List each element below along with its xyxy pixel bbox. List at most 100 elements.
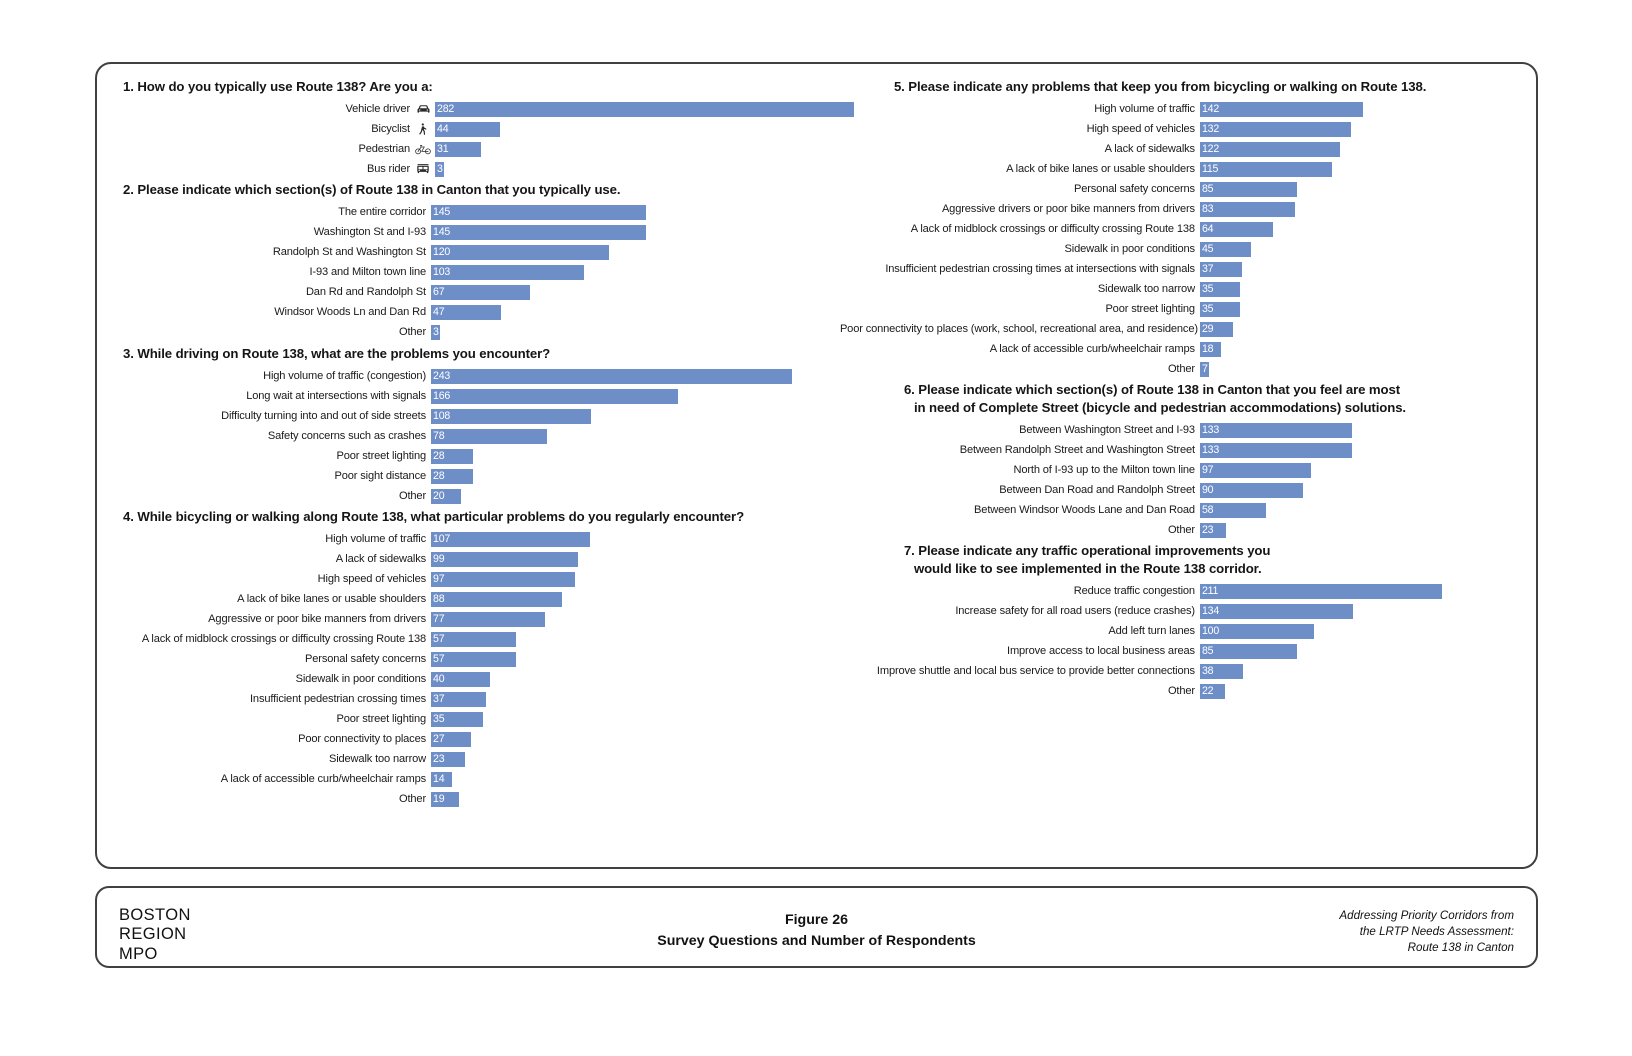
chart-bar: 7 bbox=[1199, 361, 1209, 377]
chart-row-label: Sidewalk in poor conditions bbox=[295, 673, 427, 686]
chart-row-label: Between Randolph Street and Washington S… bbox=[959, 443, 1195, 456]
chart-bar-value: 88 bbox=[433, 593, 445, 606]
chart-row-label: Difficulty turning into and out of side … bbox=[221, 409, 426, 422]
chart-bar-track: 27 bbox=[431, 732, 840, 748]
chart-bar-value: 132 bbox=[1201, 122, 1220, 135]
chart-row: High volume of traffic (congestion) 243 bbox=[115, 366, 840, 386]
chart-bar: 107 bbox=[431, 532, 590, 548]
chart-bar-value: 90 bbox=[1201, 483, 1214, 496]
chart-bar: 142 bbox=[1199, 101, 1363, 117]
chart-row-label: High volume of traffic bbox=[1094, 102, 1195, 115]
chart-bar-track: 115 bbox=[1199, 161, 1522, 177]
chart-row: Pedestrian 31 bbox=[115, 139, 840, 159]
chart-bar-value: 67 bbox=[433, 286, 445, 299]
chart-bar-track: 77 bbox=[431, 612, 840, 628]
chart-bar-track: 133 bbox=[1199, 442, 1522, 458]
chart-row-label: Washington St and I-93 bbox=[313, 226, 426, 239]
chart-bar-track: 37 bbox=[1199, 261, 1522, 277]
chart-bar-value: 40 bbox=[433, 673, 445, 686]
chart-row-label: Poor street lighting bbox=[336, 449, 427, 462]
chart-row-label: Other bbox=[1167, 523, 1195, 536]
chart-row-label: Poor street lighting bbox=[1105, 302, 1195, 315]
question-block-q2: 2. Please indicate which section(s) of R… bbox=[115, 181, 840, 342]
question-block-q3: 3. While driving on Route 138, what are … bbox=[115, 345, 840, 506]
chart-bar-value: 78 bbox=[433, 429, 445, 442]
chart-bar: 18 bbox=[1199, 341, 1221, 357]
chart-row: Randolph St and Washington St 120 bbox=[115, 243, 840, 263]
chart-row: Other 7 bbox=[840, 359, 1522, 379]
chart-bar: 133 bbox=[1199, 422, 1353, 438]
chart-bar: 23 bbox=[431, 752, 466, 768]
chart-row: Between Windsor Woods Lane and Dan Road 5… bbox=[840, 500, 1522, 520]
chart-row: Insufficient pedestrian crossing times 37 bbox=[115, 690, 840, 710]
chart-bar-track: 45 bbox=[1199, 241, 1522, 257]
chart-bar-value: 122 bbox=[1201, 142, 1220, 155]
question-title-q7: 7. Please indicate any traffic operation… bbox=[903, 543, 1271, 576]
figure-caption-text: Survey Questions and Number of Responden… bbox=[657, 933, 976, 950]
chart-row-label: Personal safety concerns bbox=[305, 653, 426, 666]
chart-row-label: Improve access to local business areas bbox=[1007, 644, 1195, 657]
chart-bar-track: 90 bbox=[1199, 482, 1522, 498]
chart-row: A lack of midblock crossings or difficul… bbox=[115, 630, 840, 650]
chart-bar: 133 bbox=[1199, 442, 1353, 458]
question-block-q4: 4. While bicycling or walking along Rout… bbox=[115, 508, 840, 809]
chart-row-label: North of I-93 up to the Milton town line bbox=[1013, 463, 1195, 476]
chart-bar: 100 bbox=[1199, 623, 1315, 639]
chart-row: Poor street lighting 35 bbox=[115, 710, 840, 730]
chart-bar: 57 bbox=[431, 652, 516, 668]
chart-row: A lack of bike lanes or usable shoulders… bbox=[840, 159, 1522, 179]
question-title-q3: 3. While driving on Route 138, what are … bbox=[123, 345, 551, 361]
figure-body-box: 1. How do you typically use Route 138? A… bbox=[95, 62, 1538, 869]
chart-bar-track: 97 bbox=[431, 572, 840, 588]
chart-row-label: Windsor Woods Ln and Dan Rd bbox=[274, 306, 426, 319]
chart-bar: 3 bbox=[431, 325, 440, 341]
chart-q7: Reduce traffic congestion 211 Increase saf… bbox=[840, 581, 1522, 701]
chart-bar-value: 166 bbox=[433, 389, 451, 402]
chart-bar-value: 7 bbox=[1201, 362, 1208, 375]
chart-bar-value: 28 bbox=[433, 469, 445, 482]
chart-bar-track: 282 bbox=[435, 101, 854, 117]
chart-bar-track: 64 bbox=[1199, 221, 1522, 237]
chart-q6: Between Washington Street and I-93 133 Bet… bbox=[840, 420, 1522, 540]
chart-row: Personal safety concerns 85 bbox=[840, 179, 1522, 199]
chart-bar: 64 bbox=[1199, 221, 1274, 237]
left-column: 1. How do you typically use Route 138? A… bbox=[97, 64, 854, 867]
chart-row: Other 20 bbox=[115, 486, 840, 506]
chart-bar-value: 142 bbox=[1201, 102, 1220, 115]
chart-q1: Vehicle driver 282 Bicyclist 44 Pedestrian 31… bbox=[115, 99, 854, 179]
chart-bar-track: 134 bbox=[1199, 603, 1522, 619]
chart-row: Personal safety concerns 57 bbox=[115, 650, 840, 670]
chart-row-label: Bicyclist bbox=[371, 122, 410, 135]
chart-bar-track: 18 bbox=[1199, 341, 1522, 357]
chart-row: The entire corridor 145 bbox=[115, 203, 840, 223]
chart-bar-value: 18 bbox=[1201, 342, 1214, 355]
chart-row: I-93 and Milton town line 103 bbox=[115, 263, 840, 283]
chart-bar-track: 58 bbox=[1199, 502, 1522, 518]
chart-bar: 211 bbox=[1199, 583, 1442, 599]
chart-row-label: Safety concerns such as crashes bbox=[267, 429, 426, 442]
chart-bar: 166 bbox=[431, 388, 678, 404]
chart-row-label: The entire corridor bbox=[338, 206, 426, 219]
chart-row: Other 22 bbox=[840, 681, 1522, 701]
chart-row-label: Poor connectivity to places (work, schoo… bbox=[839, 322, 1198, 335]
figure-columns: 1. How do you typically use Route 138? A… bbox=[97, 64, 1536, 867]
chart-row-label: Between Dan Road and Randolph Street bbox=[999, 483, 1195, 496]
chart-row: High volume of traffic 142 bbox=[840, 99, 1522, 119]
figure-source-note: Addressing Priority Corridors from the L… bbox=[1339, 909, 1514, 954]
chart-bar: 35 bbox=[1199, 281, 1240, 297]
chart-bar: 108 bbox=[431, 408, 592, 424]
chart-bar-track: 88 bbox=[431, 592, 840, 608]
chart-bar-value: 28 bbox=[433, 449, 445, 462]
chart-row-label: Sidewalk in poor conditions bbox=[1064, 242, 1196, 255]
chart-row: High speed of vehicles 97 bbox=[115, 570, 840, 590]
chart-bar-track: 38 bbox=[1199, 663, 1522, 679]
chart-bar: 85 bbox=[1199, 181, 1298, 197]
chart-bar: 37 bbox=[431, 692, 486, 708]
chart-bar: 3 bbox=[435, 161, 444, 177]
chart-row: A lack of sidewalks 122 bbox=[840, 139, 1522, 159]
chart-row-label: Bus rider bbox=[366, 162, 410, 175]
chart-row-label: Add left turn lanes bbox=[1108, 624, 1195, 637]
chart-bar-value: 108 bbox=[433, 409, 451, 422]
chart-row: High speed of vehicles 132 bbox=[840, 119, 1522, 139]
chart-row: Washington St and I-93 145 bbox=[115, 223, 840, 243]
